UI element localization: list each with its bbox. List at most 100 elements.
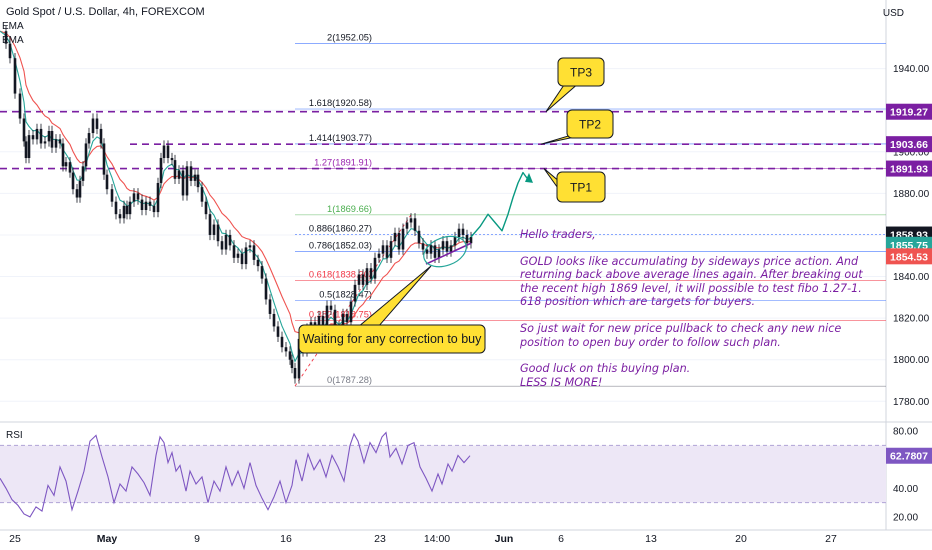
callout-label: Waiting for any correction to buy: [303, 332, 483, 346]
price-candle: [329, 305, 333, 310]
price-candle: [325, 305, 329, 333]
callout-box: [566, 109, 614, 139]
time-tick: 16: [280, 533, 292, 545]
time-tick: 14:00: [424, 533, 450, 545]
price-candle: [389, 241, 393, 258]
time-tick: Jun: [495, 533, 514, 545]
price-candle: [170, 158, 174, 161]
price-candle: [216, 224, 220, 242]
projection-path[interactable]: [470, 171, 530, 238]
price-candle: [417, 230, 421, 244]
tp2-callout[interactable]: TP2: [540, 109, 614, 145]
price-candle: [75, 189, 79, 198]
price-candle: [61, 143, 65, 167]
projection-arrowhead: [525, 172, 533, 183]
price-candle: [437, 249, 441, 258]
price-badge-label: 1919.27: [890, 107, 928, 119]
price-candle: [156, 182, 160, 213]
price-candle: [87, 133, 91, 144]
price-candle: [8, 43, 12, 59]
price-candle: [31, 135, 35, 140]
price-candle: [421, 243, 425, 250]
price-candle: [284, 347, 288, 352]
price-candle: [341, 313, 345, 333]
price-candle: [248, 245, 252, 248]
time-tick: 25: [9, 533, 21, 545]
price-candle: [236, 253, 240, 258]
fib-anchor-line: [294, 214, 412, 387]
price-axis[interactable]: 1780.001800.001820.001840.001860.001880.…: [886, 64, 932, 523]
price-candle: [71, 172, 75, 190]
price-candle: [220, 241, 224, 250]
rsi-panel: [0, 431, 886, 518]
symbol-title[interactable]: Gold Spot / U.S. Dollar, 4h, FOREXCOM: [6, 6, 205, 18]
waiting-callout[interactable]: Waiting for any correction to buy: [298, 265, 486, 354]
ema-legend-fast[interactable]: EMA: [2, 21, 24, 32]
price-candle: [162, 145, 166, 159]
price-candle: [54, 139, 58, 148]
price-badge-label: 1854.53: [890, 251, 928, 263]
fib-label: 0.786(1852.03): [309, 241, 372, 251]
price-candle: [212, 224, 216, 235]
price-candle: [457, 228, 461, 238]
target-lines[interactable]: [0, 110, 886, 170]
note-greeting: Hello traders,: [520, 228, 596, 241]
fibonacci-extension[interactable]: 0(1787.28) 0.382(1818.75) 0.5(1828.47) 0.61…: [294, 33, 886, 387]
price-candle: [433, 245, 437, 258]
time-tick: 23: [374, 533, 386, 545]
price-candle: [43, 141, 47, 144]
time-tick: 13: [645, 533, 657, 545]
price-badge[interactable]: [886, 136, 932, 153]
price-candle: [144, 201, 148, 210]
price-candle: [264, 278, 268, 300]
price-badge-label: 1891.93: [890, 164, 928, 176]
price-candle: [128, 201, 132, 215]
fib-label: 1(1869.66): [327, 204, 372, 214]
price-candle: [256, 259, 260, 267]
price-candle: [244, 247, 248, 265]
price-tick: 1900.00: [893, 147, 930, 158]
tp1-callout[interactable]: TP1: [543, 168, 606, 203]
price-candle: [297, 338, 301, 379]
price-candle: [208, 214, 212, 235]
price-candle: [393, 232, 397, 242]
price-candle: [252, 245, 256, 260]
price-candle: [39, 128, 43, 144]
time-axis[interactable]: 25 May 9 16 23 14:00 Jun 6 13 20 27: [9, 533, 837, 545]
rsi-badge[interactable]: [886, 447, 932, 464]
price-candle: [413, 218, 417, 231]
note-good-luck: Good luck on this buying plan.: [520, 362, 691, 376]
price-candle: [349, 301, 353, 323]
trade-idea-note: Hello traders, GOLD looks like accumulat…: [520, 228, 880, 389]
price-candle: [35, 128, 39, 140]
price-candle: [449, 245, 453, 252]
price-candle: [293, 368, 297, 379]
support-trendline[interactable]: [425, 242, 472, 265]
price-candle: [377, 253, 381, 258]
price-badge[interactable]: [886, 248, 932, 265]
accumulation-ellipse[interactable]: [420, 231, 471, 272]
price-candle: [81, 166, 85, 181]
ema-legend-slow[interactable]: EMA: [2, 35, 24, 46]
rsi-tick: 80.00: [893, 427, 918, 438]
price-candle: [64, 162, 68, 167]
rsi-legend[interactable]: RSI: [6, 430, 23, 441]
callout-label: TP2: [579, 118, 601, 132]
price-candle: [13, 58, 17, 94]
price-candle: [68, 162, 72, 173]
annotations[interactable]: [420, 171, 533, 273]
price-badge[interactable]: [886, 160, 932, 177]
price-candle: [91, 118, 95, 134]
callouts[interactable]: TP3 TP2 TP1 Waiting for any correction to b…: [298, 57, 614, 354]
price-candle: [268, 299, 272, 314]
price-candle: [397, 232, 401, 250]
price-candle: [469, 237, 473, 244]
tp3-callout[interactable]: TP3: [545, 57, 605, 113]
time-tick: May: [97, 533, 118, 545]
price-candle: [353, 284, 357, 302]
price-candle: [425, 249, 429, 254]
price-candle: [409, 218, 413, 223]
price-badge[interactable]: [886, 103, 932, 120]
price-candle: [148, 201, 152, 206]
